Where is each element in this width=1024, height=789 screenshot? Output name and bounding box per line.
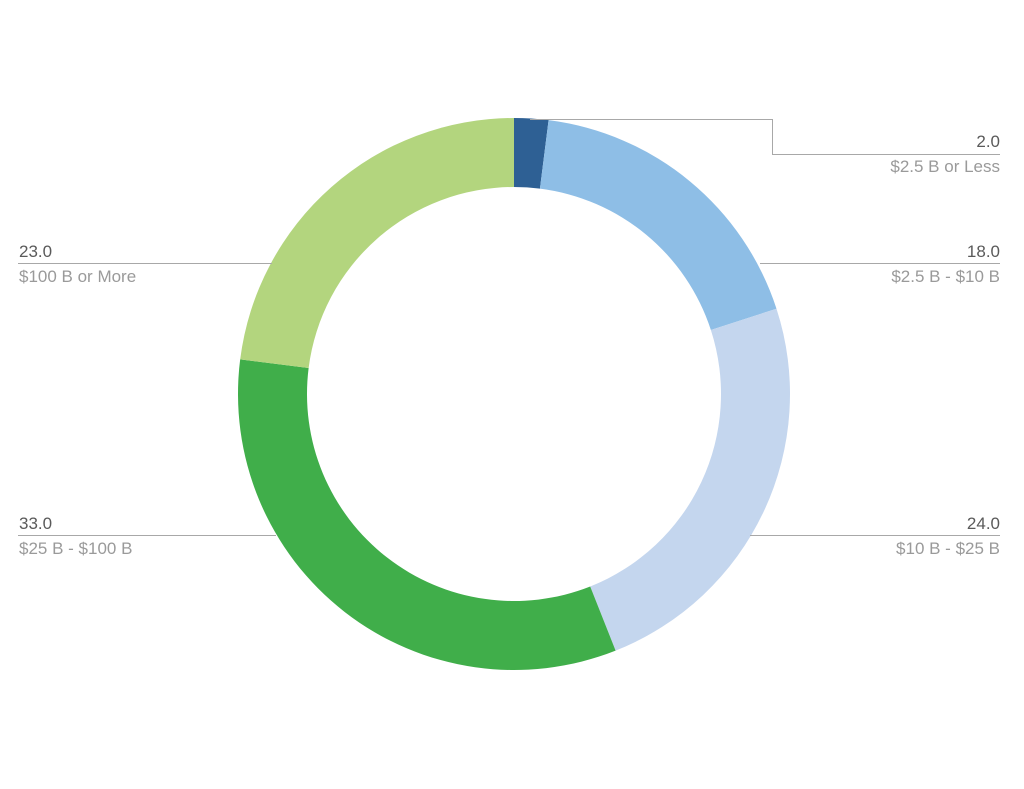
label-slice-1: 18.0 $2.5 B - $10 B — [891, 242, 1000, 287]
donut-slice-1 — [539, 120, 777, 331]
donut-slice-0 — [514, 118, 549, 189]
slice-value-label: 2.0 — [976, 132, 1000, 151]
label-slice-4: 23.0 $100 B or More — [19, 242, 136, 287]
leader-line-0 — [530, 119, 1000, 155]
slice-category-label: $2.5 B - $10 B — [891, 267, 1000, 286]
donut-slice-3 — [237, 359, 616, 670]
label-slice-3: 33.0 $25 B - $100 B — [19, 514, 132, 559]
donut-slice-4 — [240, 118, 515, 369]
slice-category-label: $10 B - $25 B — [896, 539, 1000, 558]
slice-category-label: $25 B - $100 B — [19, 539, 133, 558]
slice-value-label: 33.0 — [19, 514, 53, 533]
slice-value-label: 23.0 — [19, 242, 53, 261]
slice-category-label: $100 B or More — [19, 267, 137, 286]
slice-category-label: $2.5 B or Less — [890, 157, 1000, 176]
slice-value-label: 24.0 — [966, 514, 1000, 533]
donut-slice-2 — [590, 308, 790, 651]
label-slice-0: 2.0 $2.5 B or Less — [890, 132, 1000, 177]
slice-value-label: 18.0 — [966, 242, 1000, 261]
label-slice-2: 24.0 $10 B - $25 B — [896, 514, 1000, 559]
